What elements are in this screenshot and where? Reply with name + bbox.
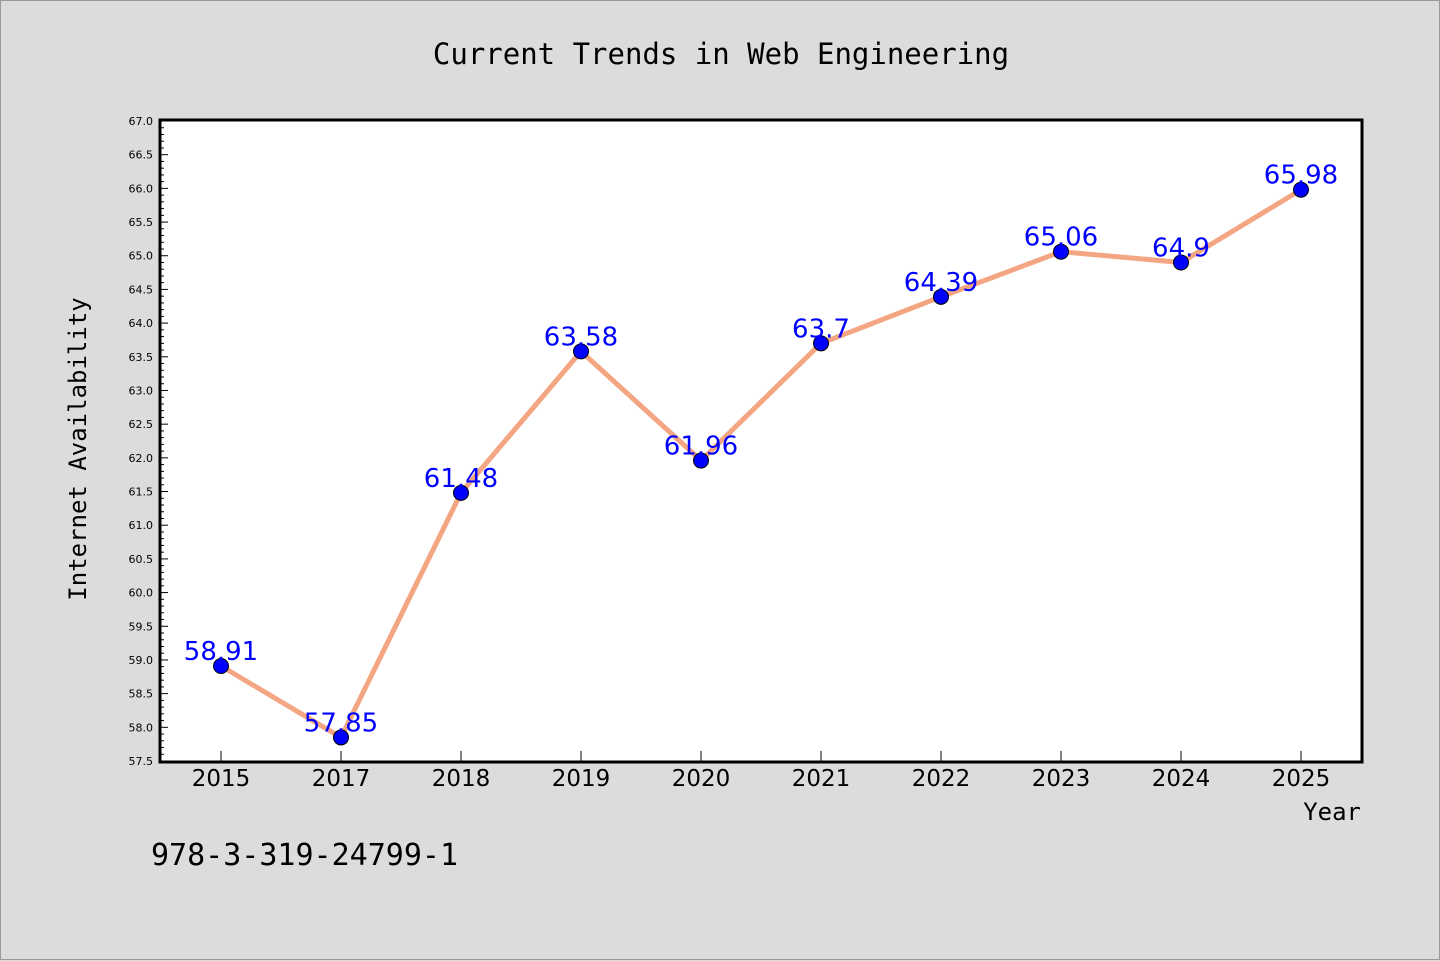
series-group: 58.91 57.85 61.48 63.58 61.96 63.7 64.39 65.06 6… (184, 161, 1338, 746)
data-point (933, 288, 949, 305)
y-tick-label: 63.5 (129, 351, 154, 364)
y-tick-label: 65.5 (129, 216, 154, 229)
data-point (1293, 181, 1309, 198)
y-tick-label: 58.0 (129, 721, 154, 734)
y-tick-label: 59.0 (129, 654, 154, 667)
y-axis-label: Internet Availability (64, 297, 92, 600)
y-tick-label: 66.5 (129, 149, 154, 162)
x-axis-label: Year (1303, 798, 1361, 826)
x-tick-label: 2023 (1032, 766, 1091, 792)
y-tick-label: 60.0 (129, 587, 154, 600)
data-point (693, 452, 709, 469)
chart-title: Current Trends in Web Engineering (433, 37, 1009, 71)
data-point (1053, 243, 1069, 260)
series-line (219, 187, 1303, 740)
x-tick-label: 2020 (672, 766, 731, 792)
y-tick-label: 60.5 (129, 553, 154, 566)
y-axis-ticks: 57.5 58.0 58.5 59.0 59.5 60.0 60.5 61.0 61.5 62.0… (129, 115, 168, 768)
y-tick-label: 63.0 (129, 384, 154, 397)
y-tick-label: 61.5 (129, 486, 154, 499)
y-tick-label: 64.5 (129, 283, 154, 296)
data-label: 63.58 (544, 322, 618, 352)
y-tick-label: 62.0 (129, 452, 154, 465)
plot-area (158, 118, 1364, 764)
data-label: 65.98 (1264, 161, 1338, 191)
y-tick-label: 62.5 (129, 418, 154, 431)
data-point (813, 335, 829, 352)
y-tick-label: 61.0 (129, 519, 154, 532)
data-label: 61.96 (664, 432, 738, 462)
footnote-isbn: 978-3-319-24799-1 (151, 838, 458, 873)
y-tick-label: 65.0 (129, 250, 154, 263)
y-tick-label: 64.0 (129, 317, 154, 330)
data-point (1173, 254, 1189, 271)
x-tick-label: 2024 (1152, 766, 1211, 792)
data-label: 57.85 (304, 708, 378, 738)
x-tick-label: 2015 (192, 766, 251, 792)
data-label: 61.48 (424, 464, 498, 494)
data-label: 58.91 (184, 637, 258, 667)
y-tick-label: 66.0 (129, 182, 154, 195)
x-tick-label: 2018 (432, 766, 491, 792)
y-tick-label: 59.5 (129, 620, 154, 633)
x-tick-label: 2021 (792, 766, 851, 792)
x-tick-label: 2017 (312, 766, 371, 792)
data-label: 65.06 (1024, 223, 1098, 253)
y-tick-label: 67.0 (129, 115, 154, 128)
x-axis-ticks: 2015 2017 2018 2019 2020 2021 2022 2023 2024 2025 (192, 751, 1331, 792)
x-tick-label: 2022 (912, 766, 971, 792)
x-tick-label: 2019 (552, 766, 611, 792)
data-point (573, 343, 589, 360)
data-point (453, 484, 469, 501)
data-label: 63.7 (792, 314, 850, 344)
data-label: 64.39 (904, 268, 978, 298)
data-label: 64.9 (1152, 233, 1210, 263)
y-tick-label: 57.5 (129, 755, 154, 768)
x-tick-label: 2025 (1272, 766, 1331, 792)
data-point (213, 658, 229, 675)
data-point (333, 729, 349, 746)
y-tick-label: 58.5 (129, 688, 154, 701)
